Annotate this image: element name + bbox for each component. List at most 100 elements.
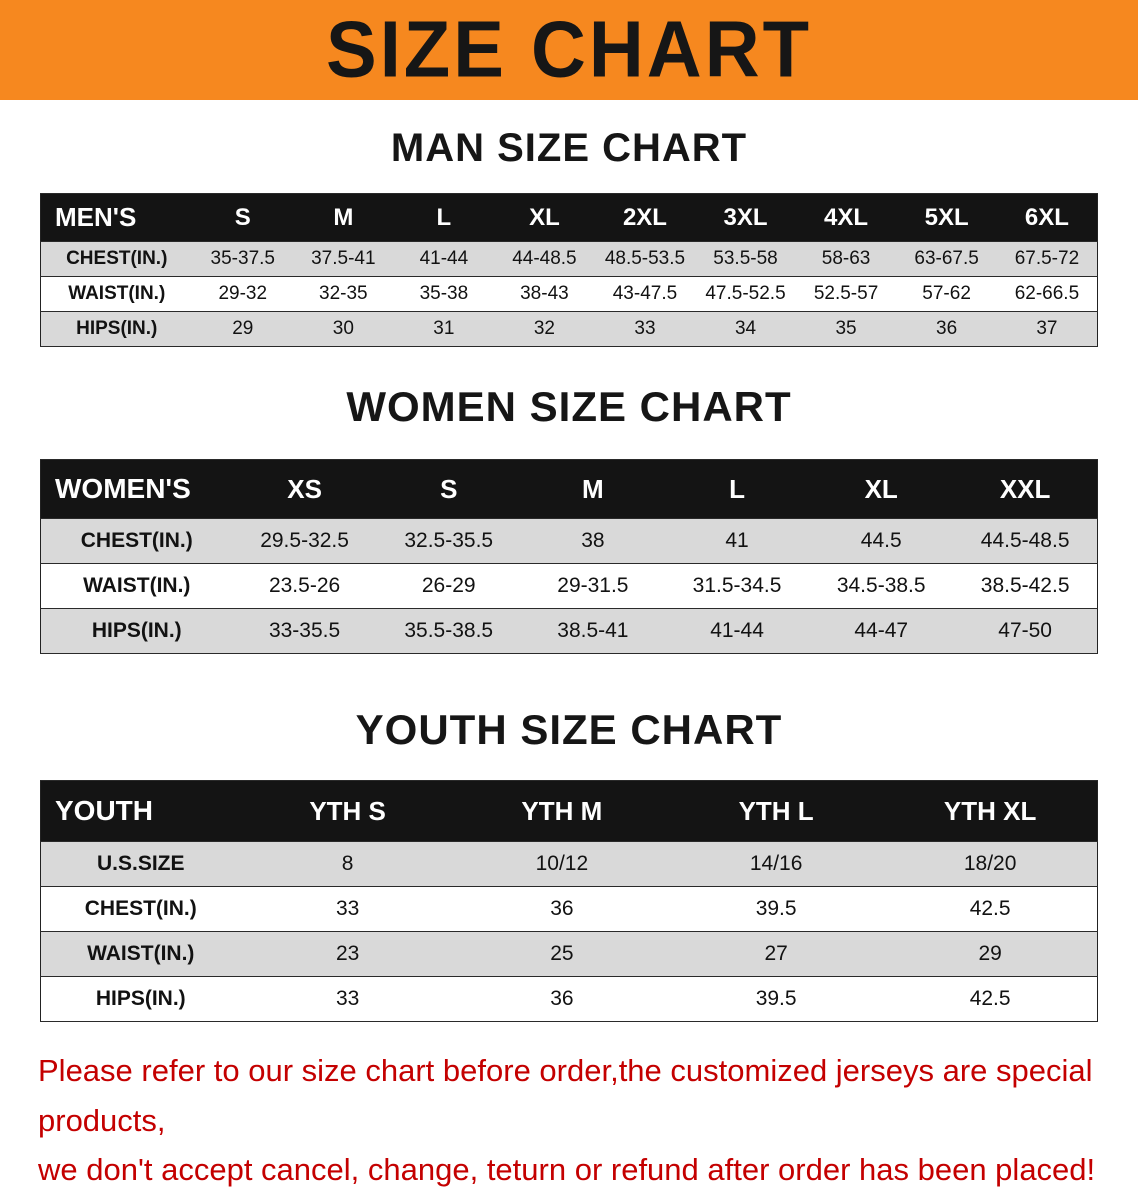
- measurement-value: 32.5-35.5: [376, 518, 521, 564]
- measurement-row-label: CHEST(IN.): [40, 241, 193, 277]
- table-row: HIPS(IN.) 29 30 31 32 33 34 35 36 37: [40, 311, 1098, 347]
- measurement-value: 36: [896, 311, 997, 347]
- measurement-value: 33: [594, 311, 696, 347]
- table-row: U.S.SIZE 8 10/12 14/16 18/20: [40, 841, 1098, 887]
- measurement-row-label: CHEST(IN.): [40, 518, 233, 564]
- measurement-value: 31: [393, 311, 495, 347]
- measurement-value: 41-44: [664, 608, 810, 654]
- measurement-value: 57-62: [896, 276, 997, 312]
- measurement-value: 35-37.5: [192, 241, 294, 277]
- measurement-value: 29: [883, 931, 1098, 977]
- measurement-value: 23: [240, 931, 455, 977]
- measurement-value: 41: [664, 518, 810, 564]
- measurement-row-label: WAIST(IN.): [40, 931, 241, 977]
- table-header-row: YOUTH YTH S YTH M YTH L YTH XL: [40, 780, 1098, 842]
- measurement-row-label: U.S.SIZE: [40, 841, 241, 887]
- measurement-value: 44-48.5: [494, 241, 595, 277]
- measurement-value: 26-29: [376, 563, 521, 609]
- measurement-value: 63-67.5: [896, 241, 997, 277]
- disclaimer-note: Please refer to our size chart before or…: [38, 1046, 1100, 1195]
- measurement-value: 44.5-48.5: [953, 518, 1098, 564]
- size-column-header: L: [664, 459, 810, 519]
- disclaimer-line-1: Please refer to our size chart before or…: [38, 1053, 1093, 1138]
- table-row: WAIST(IN.) 23.5-26 26-29 29-31.5 31.5-34.5 34…: [40, 563, 1098, 609]
- measurement-value: 36: [454, 886, 669, 932]
- size-chart-banner: SIZE CHART: [0, 0, 1138, 100]
- size-column-header: 5XL: [896, 193, 997, 242]
- measurement-value: 35: [795, 311, 897, 347]
- size-column-header: M: [520, 459, 665, 519]
- measurement-value: 41-44: [393, 241, 495, 277]
- size-column-header: 4XL: [795, 193, 897, 242]
- measurement-value: 31.5-34.5: [664, 563, 810, 609]
- measurement-value: 39.5: [669, 976, 884, 1022]
- measurement-row-label: HIPS(IN.): [40, 311, 193, 347]
- measurement-value: 23.5-26: [232, 563, 377, 609]
- men-section-heading: MAN SIZE CHART: [390, 126, 748, 170]
- table-row: CHEST(IN.) 29.5-32.5 32.5-35.5 38 41 44.5 44.5…: [40, 518, 1098, 564]
- measurement-value: 29.5-32.5: [232, 518, 377, 564]
- men-size-table: MEN'S S M L XL 2XL 3XL 4XL 5XL 6XL CHEST(IN.) 35-37…: [40, 193, 1098, 347]
- measurement-value: 30: [293, 311, 394, 347]
- measurement-row-label: CHEST(IN.): [40, 886, 241, 932]
- measurement-value: 48.5-53.5: [594, 241, 696, 277]
- measurement-value: 33: [240, 976, 455, 1022]
- measurement-value: 44.5: [809, 518, 954, 564]
- size-column-header: M: [293, 193, 394, 242]
- table-category-label: MEN'S: [40, 193, 193, 242]
- measurement-row-label: HIPS(IN.): [40, 608, 233, 654]
- measurement-row-label: HIPS(IN.): [40, 976, 241, 1022]
- measurement-value: 47-50: [953, 608, 1098, 654]
- table-row: CHEST(IN.) 35-37.5 37.5-41 41-44 44-48.5 48.5…: [40, 241, 1098, 277]
- table-row: HIPS(IN.) 33 36 39.5 42.5: [40, 976, 1098, 1022]
- measurement-value: 35-38: [393, 276, 495, 312]
- measurement-value: 33: [240, 886, 455, 932]
- youth-section-heading: YOUTH SIZE CHART: [355, 706, 783, 753]
- measurement-value: 29: [192, 311, 294, 347]
- measurement-value: 42.5: [883, 886, 1098, 932]
- measurement-value: 35.5-38.5: [376, 608, 521, 654]
- measurement-value: 38.5-42.5: [953, 563, 1098, 609]
- youth-size-table: YOUTH YTH S YTH M YTH L YTH XL U.S.SIZE 8 10/12…: [40, 780, 1098, 1022]
- measurement-value: 25: [454, 931, 669, 977]
- measurement-value: 33-35.5: [232, 608, 377, 654]
- size-column-header: 2XL: [594, 193, 696, 242]
- size-column-header: YTH S: [240, 780, 455, 842]
- measurement-value: 67.5-72: [996, 241, 1098, 277]
- size-column-header: YTH M: [454, 780, 669, 842]
- women-section-heading: WOMEN SIZE CHART: [346, 383, 792, 430]
- measurement-value: 38-43: [494, 276, 595, 312]
- size-column-header: XL: [494, 193, 595, 242]
- size-column-header: 6XL: [996, 193, 1098, 242]
- measurement-value: 10/12: [454, 841, 669, 887]
- size-chart-content: MAN SIZE CHART MEN'S S M L XL 2XL 3XL 4XL 5XL 6XL…: [0, 126, 1138, 1195]
- measurement-value: 52.5-57: [795, 276, 897, 312]
- table-category-label: YOUTH: [40, 780, 241, 842]
- table-category-label: WOMEN'S: [40, 459, 233, 519]
- measurement-value: 58-63: [795, 241, 897, 277]
- measurement-value: 62-66.5: [996, 276, 1098, 312]
- measurement-value: 32-35: [293, 276, 394, 312]
- measurement-value: 53.5-58: [695, 241, 796, 277]
- table-row: WAIST(IN.) 23 25 27 29: [40, 931, 1098, 977]
- measurement-value: 47.5-52.5: [695, 276, 796, 312]
- size-column-header: 3XL: [695, 193, 796, 242]
- measurement-value: 43-47.5: [594, 276, 696, 312]
- measurement-row-label: WAIST(IN.): [40, 276, 193, 312]
- measurement-value: 39.5: [669, 886, 884, 932]
- measurement-value: 8: [240, 841, 455, 887]
- measurement-value: 44-47: [809, 608, 954, 654]
- size-column-header: XXL: [953, 459, 1098, 519]
- measurement-value: 38: [520, 518, 665, 564]
- women-size-table: WOMEN'S XS S M L XL XXL CHEST(IN.) 29.5-32.5 32.5…: [40, 459, 1098, 654]
- measurement-value: 34.5-38.5: [809, 563, 954, 609]
- size-column-header: XL: [809, 459, 954, 519]
- size-column-header: S: [192, 193, 294, 242]
- table-header-row: MEN'S S M L XL 2XL 3XL 4XL 5XL 6XL: [40, 193, 1098, 242]
- measurement-value: 37: [996, 311, 1098, 347]
- measurement-value: 34: [695, 311, 796, 347]
- measurement-value: 38.5-41: [520, 608, 665, 654]
- table-row: CHEST(IN.) 33 36 39.5 42.5: [40, 886, 1098, 932]
- size-column-header: S: [376, 459, 521, 519]
- measurement-value: 18/20: [883, 841, 1098, 887]
